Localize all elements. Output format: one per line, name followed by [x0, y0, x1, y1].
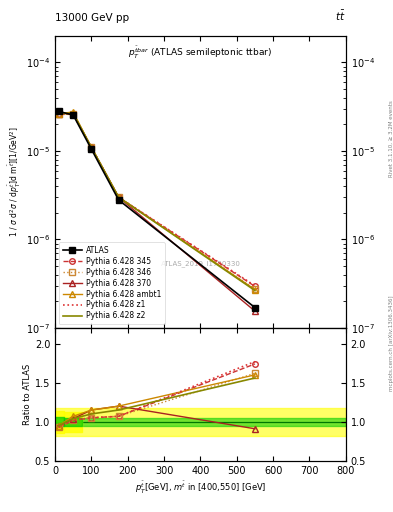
Line: Pythia 6.428 346: Pythia 6.428 346: [56, 112, 258, 292]
Pythia 6.428 ambt1: [71, 109, 75, 115]
Pythia 6.428 z1: [116, 194, 121, 200]
Pythia 6.428 346: [71, 111, 75, 117]
Line: ATLAS: ATLAS: [55, 108, 259, 311]
ATLAS: [56, 109, 61, 115]
Pythia 6.428 370: [71, 111, 75, 117]
Pythia 6.428 345: [89, 144, 94, 151]
Pythia 6.428 345: [56, 111, 61, 117]
Text: $t\bar{t}$: $t\bar{t}$: [335, 9, 346, 23]
Pythia 6.428 z2: [89, 144, 94, 151]
Pythia 6.428 370: [116, 194, 121, 200]
Line: Pythia 6.428 370: Pythia 6.428 370: [56, 111, 258, 314]
Text: Rivet 3.1.10, ≥ 3.2M events: Rivet 3.1.10, ≥ 3.2M events: [389, 100, 393, 177]
Pythia 6.428 ambt1: [89, 144, 94, 151]
ATLAS: [89, 146, 94, 152]
Text: ATLAS_2019_I1750330: ATLAS_2019_I1750330: [160, 260, 241, 267]
Pythia 6.428 370: [89, 144, 94, 151]
Pythia 6.428 ambt1: [56, 111, 61, 117]
ATLAS: [253, 305, 257, 311]
Pythia 6.428 z2: [71, 111, 75, 117]
Pythia 6.428 z1: [89, 144, 94, 151]
Pythia 6.428 370: [253, 308, 257, 314]
Text: mcplots.cern.ch [arXiv:1306.3436]: mcplots.cern.ch [arXiv:1306.3436]: [389, 295, 393, 391]
ATLAS: [116, 197, 121, 203]
Pythia 6.428 345: [116, 194, 121, 200]
Line: Pythia 6.428 z1: Pythia 6.428 z1: [59, 114, 255, 286]
Pythia 6.428 346: [89, 144, 94, 151]
Pythia 6.428 346: [253, 286, 257, 292]
Pythia 6.428 z1: [253, 283, 257, 289]
Pythia 6.428 ambt1: [116, 194, 121, 200]
ATLAS: [71, 112, 75, 118]
Line: Pythia 6.428 z2: Pythia 6.428 z2: [59, 114, 255, 290]
Pythia 6.428 345: [253, 283, 257, 289]
Pythia 6.428 z1: [71, 111, 75, 117]
Text: 13000 GeV pp: 13000 GeV pp: [55, 13, 129, 23]
Pythia 6.428 345: [71, 111, 75, 117]
Pythia 6.428 346: [116, 194, 121, 200]
Y-axis label: 1 / $\sigma$ d$^2\sigma$ / d$p_T^{\bar{t}}$]d m$^{\bar{t}}$][1/GeV$^2$]: 1 / $\sigma$ d$^2\sigma$ / d$p_T^{\bar{t…: [7, 126, 23, 238]
X-axis label: $p_T^{\bar{t}}$[GeV], $m^{\bar{t}}$ in [400,550] [GeV]: $p_T^{\bar{t}}$[GeV], $m^{\bar{t}}$ in […: [135, 480, 266, 496]
Y-axis label: Ratio to ATLAS: Ratio to ATLAS: [23, 364, 32, 425]
Pythia 6.428 z2: [116, 194, 121, 200]
Line: Pythia 6.428 345: Pythia 6.428 345: [56, 112, 258, 289]
Pythia 6.428 z2: [253, 287, 257, 293]
Pythia 6.428 z1: [56, 111, 61, 117]
Line: Pythia 6.428 ambt1: Pythia 6.428 ambt1: [56, 110, 258, 292]
Pythia 6.428 370: [56, 111, 61, 117]
Pythia 6.428 346: [56, 111, 61, 117]
Pythia 6.428 ambt1: [253, 287, 257, 293]
Legend: ATLAS, Pythia 6.428 345, Pythia 6.428 346, Pythia 6.428 370, Pythia 6.428 ambt1,: ATLAS, Pythia 6.428 345, Pythia 6.428 34…: [59, 242, 165, 324]
Text: $p_T^{\bar{t}bar}$ (ATLAS semileptonic ttbar): $p_T^{\bar{t}bar}$ (ATLAS semileptonic t…: [129, 45, 272, 61]
Pythia 6.428 z2: [56, 111, 61, 117]
